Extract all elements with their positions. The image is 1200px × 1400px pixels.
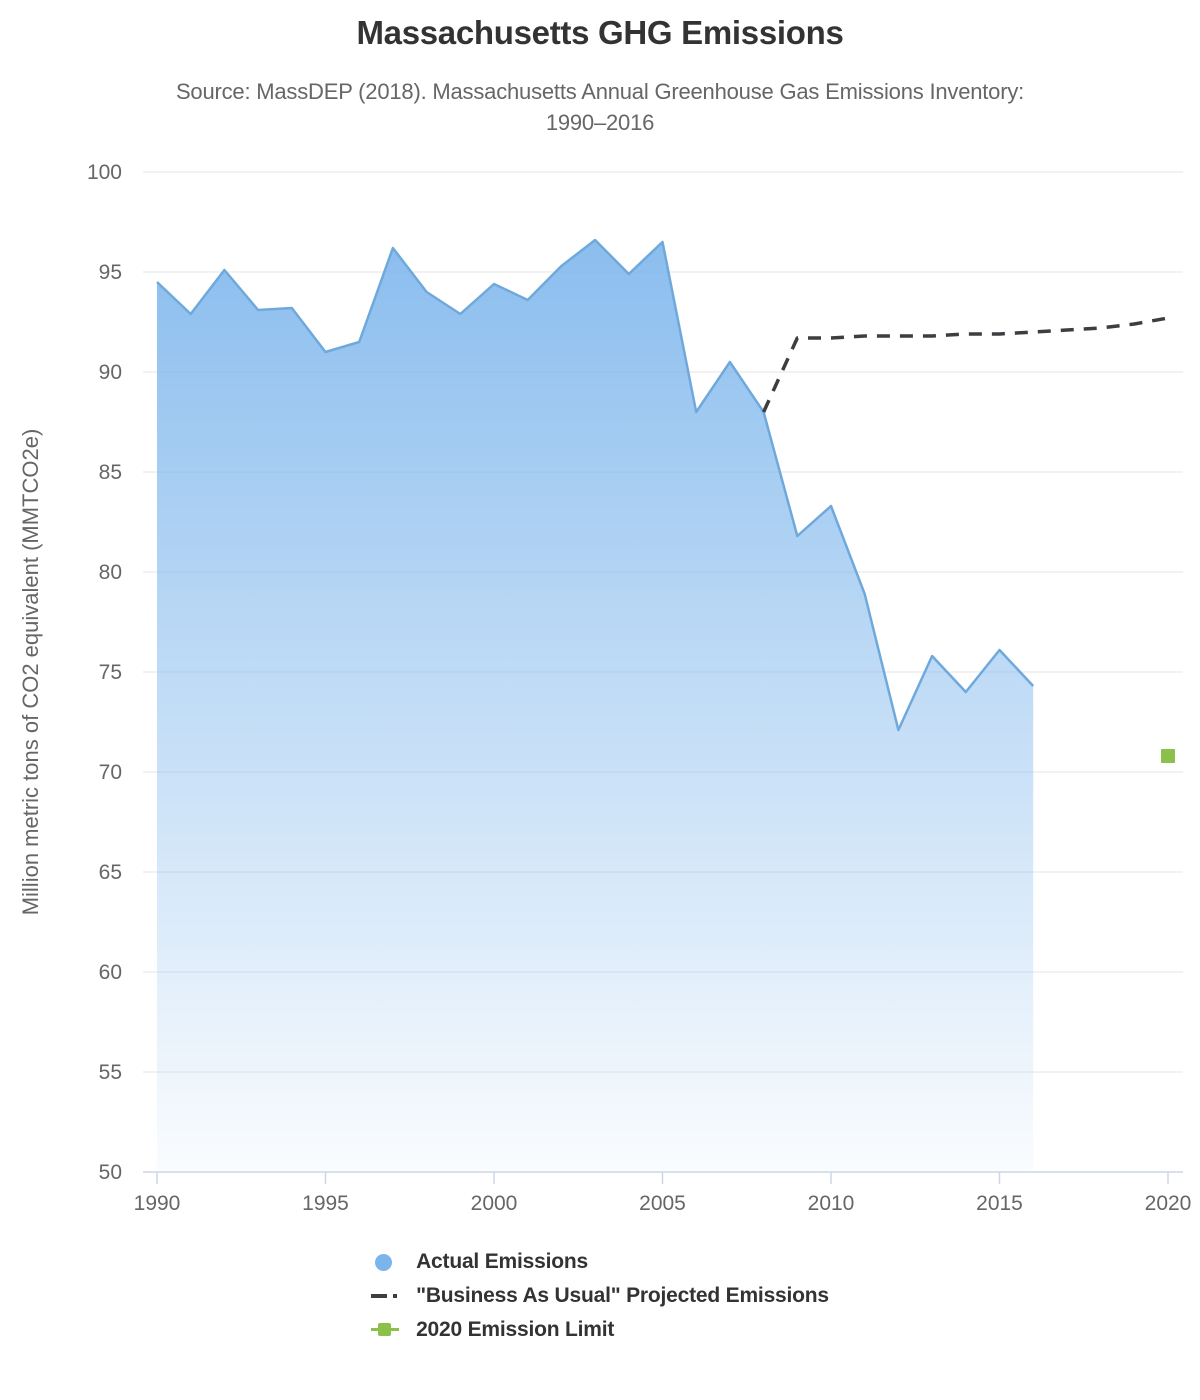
svg-text:75: 75 [99, 661, 122, 684]
actual-emissions-line[interactable] [156, 238, 1035, 732]
chart-title: Massachusetts GHG Emissions [356, 14, 844, 51]
emission-limit-point[interactable] [1161, 749, 1175, 763]
svg-text:1990: 1990 [134, 1192, 181, 1215]
y-axis-labels: 100 95 90 85 80 75 70 65 60 55 50 [87, 161, 122, 1184]
legend-label-bau-projected: "Business As Usual" Projected Emissions [416, 1284, 829, 1307]
legend-items: Actual Emissions "Business As Usual" Pro… [371, 1250, 829, 1342]
svg-text:95: 95 [99, 261, 122, 284]
svg-text:2010: 2010 [808, 1192, 855, 1215]
chart-subtitle-line1: Source: MassDEP (2018). Massachusetts An… [175, 79, 1025, 104]
legend-item-actual-emissions[interactable]: Actual Emissions [371, 1250, 588, 1274]
svg-text:70: 70 [99, 761, 122, 784]
svg-text:2000: 2000 [471, 1192, 518, 1215]
legend-label-2020-limit: 2020 Emission Limit [416, 1318, 615, 1341]
svg-text:1995: 1995 [302, 1192, 349, 1215]
svg-text:65: 65 [99, 861, 122, 884]
chart-subtitle: Source: MassDEP (2018). Massachusetts An… [0, 76, 1200, 138]
svg-text:80: 80 [99, 561, 122, 584]
legend-item-bau-projected[interactable]: "Business As Usual" Projected Emissions [371, 1284, 829, 1308]
bau-dash-marker-icon [371, 1294, 405, 1298]
legend-label-actual-emissions: Actual Emissions [416, 1250, 588, 1273]
legend-item-2020-limit[interactable]: 2020 Emission Limit [371, 1318, 614, 1342]
svg-text:50: 50 [99, 1161, 122, 1184]
emission-limit-marker-icon [371, 1323, 405, 1337]
svg-text:85: 85 [99, 461, 122, 484]
svg-text:60: 60 [99, 961, 122, 984]
svg-text:55: 55 [99, 1061, 122, 1084]
svg-text:2020: 2020 [1145, 1192, 1192, 1215]
actual-emissions-marker-icon [371, 1253, 405, 1271]
y-axis-title: Million metric tons of CO2 equivalent (M… [18, 429, 43, 916]
actual-emissions-area[interactable] [157, 240, 1034, 1172]
chart-subtitle-line2: 1990–2016 [545, 110, 655, 135]
svg-text:2015: 2015 [976, 1192, 1023, 1215]
x-axis-labels: 1990 1995 2000 2005 2010 2015 2020 [134, 1192, 1192, 1215]
bau-projected-line[interactable] [762, 316, 1169, 413]
x-axis [143, 1171, 1183, 1184]
svg-text:90: 90 [99, 361, 122, 384]
svg-text:100: 100 [87, 161, 122, 184]
svg-text:2005: 2005 [639, 1192, 686, 1215]
legend: Actual Emissions "Business As Usual" Pro… [0, 1250, 1200, 1342]
